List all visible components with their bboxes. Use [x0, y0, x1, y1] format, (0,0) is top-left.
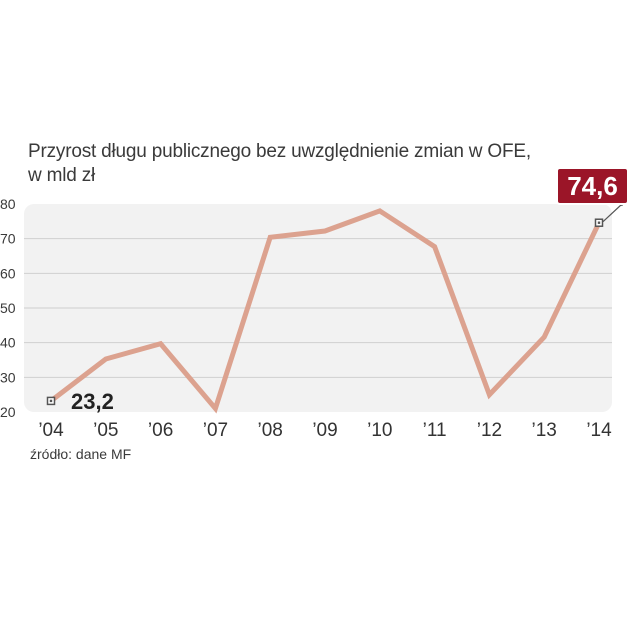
gridlines: [24, 238, 612, 378]
x-tick-label: ’08: [258, 420, 283, 441]
x-axis-ticks: ’04 ’05 ’06 ’07 ’08 ’09 ’10 ’11 ’12 ’13 ’14: [38, 420, 612, 441]
chart-title: Przyrost długu publicznego bez uwzględni…: [28, 140, 548, 188]
x-tick-label: ’04: [38, 420, 64, 441]
x-tick-label: ’14: [586, 420, 612, 441]
y-tick-label: 70: [0, 231, 16, 247]
x-tick-label: ’11: [423, 420, 447, 441]
y-tick-label: 30: [0, 369, 16, 385]
x-tick-label: ’05: [93, 420, 118, 441]
x-tick-label: ’13: [532, 420, 557, 441]
last-value-badge: [556, 167, 629, 205]
y-axis-ticks: 20 30 40 50 60 70 80: [0, 196, 16, 420]
x-tick-label: ’12: [477, 420, 502, 441]
y-tick-label: 20: [0, 404, 16, 420]
source-note: źródło: dane MF: [30, 446, 132, 462]
first-value-label: 23,2: [71, 389, 114, 414]
y-tick-label: 60: [0, 265, 16, 281]
data-points: [46, 218, 604, 406]
last-value-label: 74,6: [567, 171, 618, 201]
chart-title-line: Przyrost długu publicznego bez uwzględni…: [28, 141, 531, 162]
y-tick-label: 40: [0, 335, 16, 351]
x-tick-label: ’10: [367, 420, 392, 441]
data-point-center: [597, 221, 601, 224]
x-tick-label: ’07: [203, 420, 228, 441]
data-point-center: [49, 399, 53, 403]
y-tick-label: 50: [0, 300, 16, 316]
y-tick-label: 80: [0, 196, 16, 212]
chart-subtitle: w mld zł: [28, 165, 96, 186]
x-tick-label: ’06: [148, 420, 173, 441]
annotations: 23,2 74,6: [71, 167, 629, 414]
x-tick-label: ’09: [312, 420, 337, 441]
series-line: [49, 208, 602, 414]
